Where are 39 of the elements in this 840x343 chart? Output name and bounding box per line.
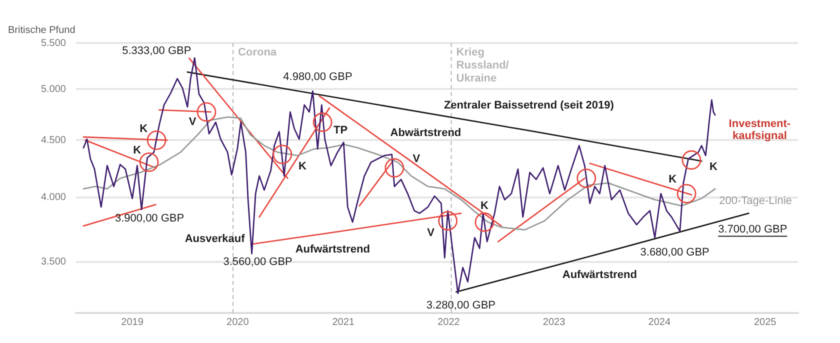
annotation: V (188, 116, 197, 128)
annotation: 3.280,00 GBP (426, 299, 496, 312)
annotation: 3.900,00 GBP (114, 212, 184, 225)
x-tick-label: 2021 (332, 316, 355, 328)
annotation: K (298, 160, 306, 172)
y-tick-label: 5.000 (40, 84, 66, 95)
annotation: V (427, 226, 436, 239)
x-tick-label: 2025 (754, 316, 777, 328)
x-tick-label: 2024 (648, 316, 671, 328)
annotation: 3.560,00 GBP (223, 256, 292, 268)
x-tick-label: 2022 (438, 316, 460, 328)
y-tick-label: 4.500 (40, 134, 66, 146)
ref-line-label: Corona (238, 46, 278, 59)
annotation: Investment- kaufsignal (728, 118, 791, 142)
ref-line-label: Krieg Russland/ Ukraine (456, 46, 509, 85)
x-tick-label: 2023 (542, 316, 566, 328)
annotation: 4.980,00 GBP (283, 71, 352, 84)
annotation: Ausverkauf (184, 232, 246, 245)
annotation: Zentraler Baissetrend (seit 2019) (444, 100, 614, 112)
annotation: K (668, 174, 677, 186)
x-tick-label: 2020 (226, 316, 250, 328)
y-tick-label: 3.500 (40, 256, 66, 268)
annotation: Aufwärtstrend (562, 268, 637, 281)
series-label: 200-Tage-Linie (719, 194, 792, 207)
x-tick-label: 2019 (121, 316, 144, 328)
annotation: V (412, 152, 421, 165)
annotation: 5.333,00 GBP (122, 44, 192, 57)
annotation: K (133, 144, 142, 156)
annotation: TP (334, 124, 348, 136)
y-tick-label: 4.000 (40, 192, 66, 204)
annotation: K (140, 123, 148, 136)
annotation: Abwärtstrend (390, 126, 462, 139)
y-axis-title: Britische Pfund (8, 24, 76, 36)
y-tick-label: 5.500 (40, 38, 66, 49)
annotation: Aufwärtstrend (295, 243, 370, 256)
annotation: K (710, 161, 718, 174)
annotation: 3.680,00 GBP (640, 246, 710, 259)
annotation: 3.700,00 GBP (718, 223, 788, 236)
annotation: K (480, 200, 489, 212)
